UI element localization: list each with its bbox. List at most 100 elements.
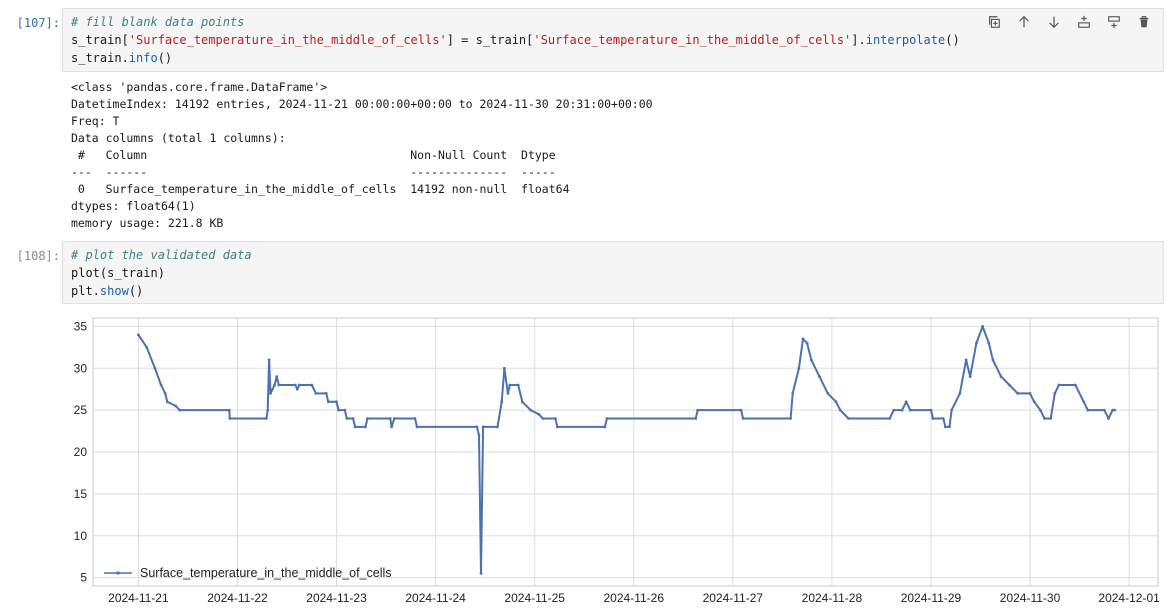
data-point — [696, 408, 700, 412]
insert-below-icon[interactable] — [1105, 13, 1123, 31]
data-point — [999, 375, 1003, 378]
data-point — [931, 417, 935, 420]
data-point — [1032, 400, 1036, 404]
data-point — [516, 383, 520, 387]
x-tick-label: 2024-11-21 — [108, 591, 169, 605]
data-point — [337, 408, 340, 412]
data-point — [541, 417, 545, 420]
data-point — [791, 392, 795, 395]
output-line: Data columns (total 1 columns): — [71, 131, 286, 145]
data-point — [165, 400, 169, 404]
output-line: 0 Surface_temperature_in_the_middle_of_c… — [71, 182, 570, 196]
tick-labels: 2024-11-21 2024-11-22 2024-11-23 2024-11-24… — [74, 319, 1160, 605]
data-point — [500, 400, 504, 404]
code-line-plot: plot(s_train) — [71, 264, 1155, 282]
data-point — [269, 392, 272, 395]
data-point — [314, 392, 318, 395]
data-point — [153, 366, 157, 370]
data-point — [948, 425, 951, 429]
data-point — [529, 408, 532, 412]
data-point — [741, 417, 745, 420]
data-point — [834, 400, 838, 404]
move-up-icon[interactable] — [1015, 13, 1033, 31]
code-token: s_train[ — [71, 33, 129, 47]
data-point — [366, 417, 369, 420]
data-point — [929, 408, 933, 412]
data-point — [1008, 383, 1011, 387]
data-point — [324, 392, 328, 395]
data-point — [941, 417, 945, 420]
data-point — [958, 392, 962, 395]
data-point — [1082, 400, 1086, 404]
insert-above-icon[interactable] — [1075, 13, 1093, 31]
data-point — [1111, 408, 1114, 412]
code-token: () — [128, 284, 144, 298]
series-group — [137, 325, 1117, 575]
code-comment: # plot the validated data — [71, 248, 252, 262]
data-point — [266, 408, 270, 412]
data-point — [809, 358, 813, 362]
data-point — [603, 425, 607, 429]
code-line-comment: # plot the validated data — [71, 246, 1155, 264]
x-tick-label: 2024-11-26 — [604, 591, 665, 605]
data-point — [475, 425, 479, 429]
move-down-icon[interactable] — [1045, 13, 1063, 31]
x-tick-label: 2024-11-25 — [504, 591, 565, 605]
output-line: memory usage: 221.8 KB — [71, 216, 224, 230]
data-point — [295, 387, 299, 391]
data-point — [1053, 392, 1057, 395]
data-point — [345, 417, 349, 420]
plot-area — [92, 317, 1159, 587]
data-point — [1074, 383, 1077, 387]
legend-label: Surface_temperature_in_the_middle_of_cel… — [140, 566, 392, 580]
data-point — [273, 383, 276, 387]
data-point — [326, 400, 330, 404]
data-point — [1028, 392, 1032, 395]
code-line-show: plt.show() — [71, 282, 1155, 300]
code-comment: # fill blank data points — [71, 15, 245, 29]
data-point — [477, 433, 481, 437]
code-editor[interactable]: # fill blank data points s_train['Surfac… — [62, 8, 1164, 72]
data-point — [503, 366, 506, 370]
data-point — [553, 417, 557, 420]
data-point — [353, 425, 357, 429]
data-point — [964, 358, 968, 362]
data-point — [228, 417, 232, 420]
delete-icon[interactable] — [1135, 13, 1153, 31]
data-point — [1039, 408, 1042, 412]
data-point — [343, 408, 347, 412]
data-point — [392, 417, 396, 420]
data-point — [293, 383, 297, 387]
code-editor[interactable]: # plot the validated data plot(s_train) … — [62, 241, 1164, 304]
output-line: --- ------ -------------- ----- — [71, 165, 570, 179]
data-point — [310, 383, 314, 387]
data-point — [520, 400, 524, 404]
data-point — [789, 417, 792, 420]
output-line: Freq: T — [71, 114, 120, 128]
data-point — [892, 408, 896, 412]
code-token: plt. — [71, 284, 100, 298]
x-tick-label: 2024-11-23 — [306, 591, 367, 605]
code-line-comment: # fill blank data points — [71, 13, 1155, 31]
duplicate-icon[interactable] — [985, 13, 1003, 31]
data-point — [826, 392, 830, 395]
x-tick-label: 2024-11-22 — [207, 591, 268, 605]
data-point — [1086, 408, 1090, 412]
data-point — [805, 341, 809, 345]
data-point — [975, 341, 978, 345]
data-point — [1057, 383, 1061, 387]
data-point — [950, 408, 953, 412]
x-tick-label: 2024-11-24 — [405, 591, 466, 605]
data-point — [364, 425, 367, 429]
data-point — [1043, 417, 1046, 420]
data-point — [390, 425, 393, 429]
output-line: <class 'pandas.core.frame.DataFrame'> — [71, 80, 328, 94]
grid — [93, 318, 1158, 586]
code-cell-108[interactable]: [108]: # plot the validated data plot(s_… — [0, 241, 1169, 307]
code-cell-107[interactable]: [107]: # fill blank data points s_train[… — [0, 8, 1169, 248]
data-point — [277, 383, 281, 387]
data-point — [413, 417, 417, 420]
code-token: ]. — [851, 33, 866, 47]
data-point — [847, 417, 850, 420]
code-function: interpolate — [865, 33, 946, 47]
